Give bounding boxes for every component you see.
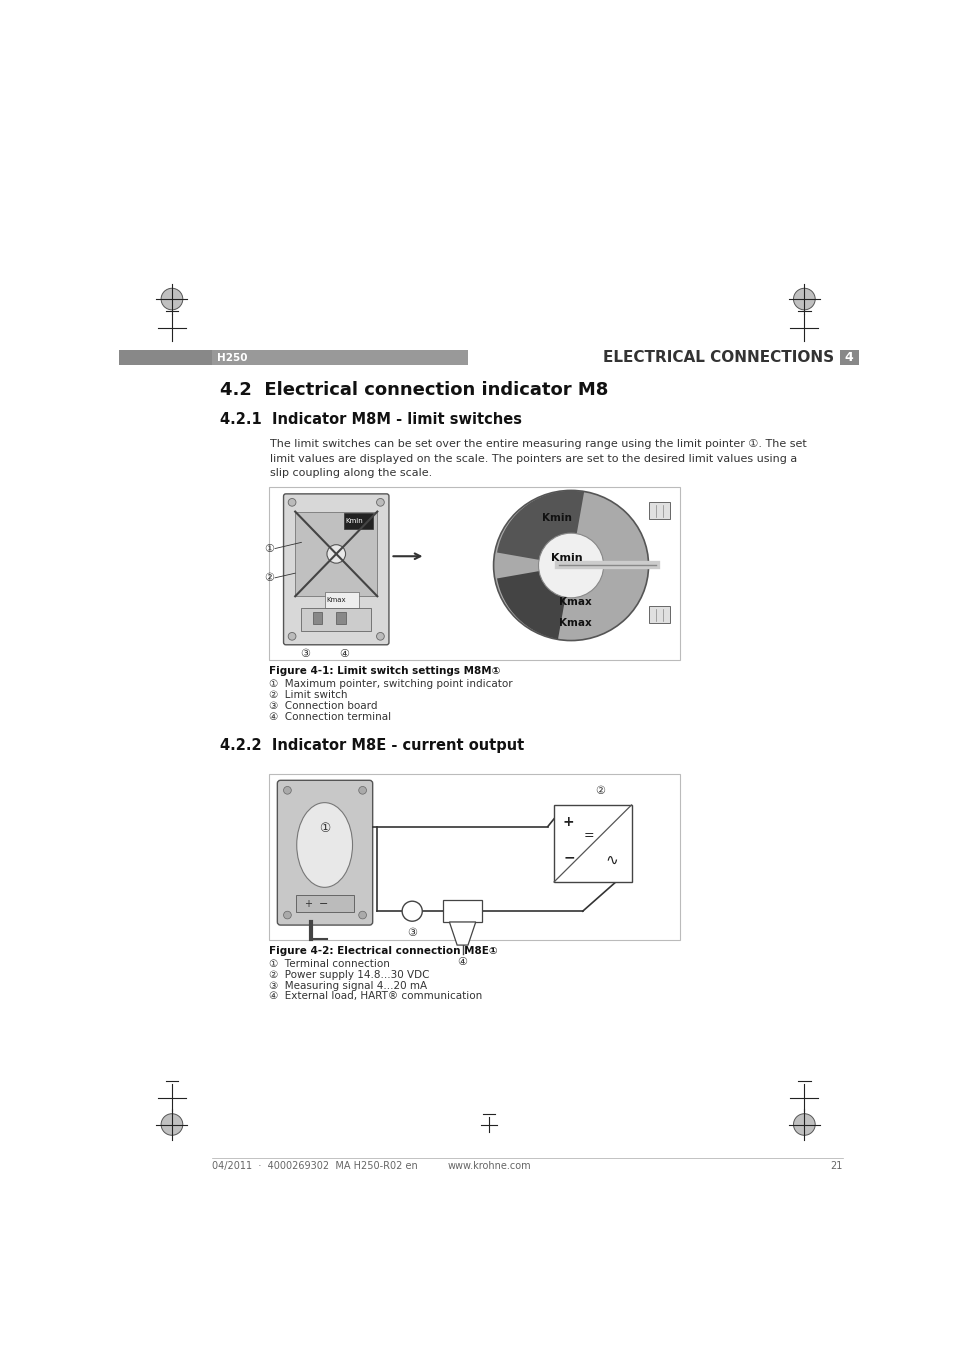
Bar [301,608,371,630]
Circle shape [161,1114,183,1135]
Circle shape [376,498,384,506]
Text: The limit switches can be set over the entire measuring range using the limit po: The limit switches can be set over the e… [270,439,806,478]
Text: −: − [318,899,328,909]
Wedge shape [497,491,583,566]
Bar [648,502,670,520]
Circle shape [283,911,291,919]
Bar [344,513,373,528]
Text: 4: 4 [844,351,853,364]
Text: ②: ② [264,572,274,583]
Text: =: = [583,829,594,842]
Circle shape [161,289,183,310]
Ellipse shape [493,490,648,640]
Bar [840,350,858,366]
Text: Kmin: Kmin [541,513,572,522]
Text: ①: ① [318,822,330,834]
FancyBboxPatch shape [283,494,389,645]
Bar [443,900,481,922]
Ellipse shape [296,803,353,887]
Circle shape [358,787,366,794]
Text: ④  Connection terminal: ④ Connection terminal [269,711,391,722]
Text: 04/2011  ·  4000269302  MA H250-R02 en: 04/2011 · 4000269302 MA H250-R02 en [212,1161,417,1170]
Text: Kmax: Kmax [326,597,345,603]
FancyBboxPatch shape [277,780,373,925]
Text: ∿: ∿ [605,853,618,868]
Text: Figure 4-2: Electrical connection M8E①: Figure 4-2: Electrical connection M8E① [269,946,497,956]
Circle shape [537,533,603,598]
Wedge shape [497,566,571,639]
Text: ELECTRICAL CONNECTIONS: ELECTRICAL CONNECTIONS [602,350,833,365]
Text: ②  Power supply 14.8...30 VDC: ② Power supply 14.8...30 VDC [269,969,429,980]
Text: ②  Limit switch: ② Limit switch [269,690,347,701]
Text: ③: ③ [300,649,310,659]
Text: ④: ④ [338,649,349,659]
Text: 4.2.2  Indicator M8E - current output: 4.2.2 Indicator M8E - current output [220,738,524,753]
Bar [212,350,468,366]
Text: ②: ② [595,786,605,796]
Circle shape [376,632,384,640]
Text: Kmin: Kmin [551,552,582,563]
Bar [554,805,631,882]
Text: ③  Connection board: ③ Connection board [269,701,377,711]
Circle shape [288,498,295,506]
Bar [269,774,679,940]
Circle shape [288,632,295,640]
Text: 4.2.1  Indicator M8M - limit switches: 4.2.1 Indicator M8M - limit switches [220,412,521,427]
Text: ④  External load, HART® communication: ④ External load, HART® communication [269,991,481,1002]
Text: Kmax: Kmax [558,618,591,628]
Bar [119,350,212,366]
Text: ③  Measuring signal 4...20 mA: ③ Measuring signal 4...20 mA [269,980,427,991]
Text: −: − [563,850,575,864]
Text: ①  Maximum pointer, switching point indicator: ① Maximum pointer, switching point indic… [269,679,512,690]
Circle shape [358,911,366,919]
Polygon shape [449,922,476,945]
Text: Figure 4-1: Limit switch settings M8M①: Figure 4-1: Limit switch settings M8M① [269,667,499,676]
Circle shape [327,544,345,563]
Circle shape [793,1114,815,1135]
Text: ③: ③ [407,929,416,938]
Bar [294,512,377,597]
Circle shape [793,289,815,310]
Text: ①: ① [264,544,274,554]
Bar [335,612,345,624]
Text: +: + [561,815,573,829]
Bar [295,895,354,913]
Text: ①  Terminal connection: ① Terminal connection [269,958,389,969]
Text: 21: 21 [830,1161,842,1170]
Circle shape [283,787,291,794]
Text: Kmax: Kmax [558,598,591,608]
Text: 4.2  Electrical connection indicator M8: 4.2 Electrical connection indicator M8 [220,382,608,400]
Text: ④: ④ [457,957,467,968]
Bar [313,612,322,624]
Text: H250: H250 [216,352,247,363]
Text: +: + [303,899,312,909]
Circle shape [402,902,422,921]
Bar [648,606,670,624]
Text: www.krohne.com: www.krohne.com [447,1161,530,1170]
Text: Kmin: Kmin [345,518,363,524]
Bar [324,593,359,608]
Bar [269,487,679,660]
